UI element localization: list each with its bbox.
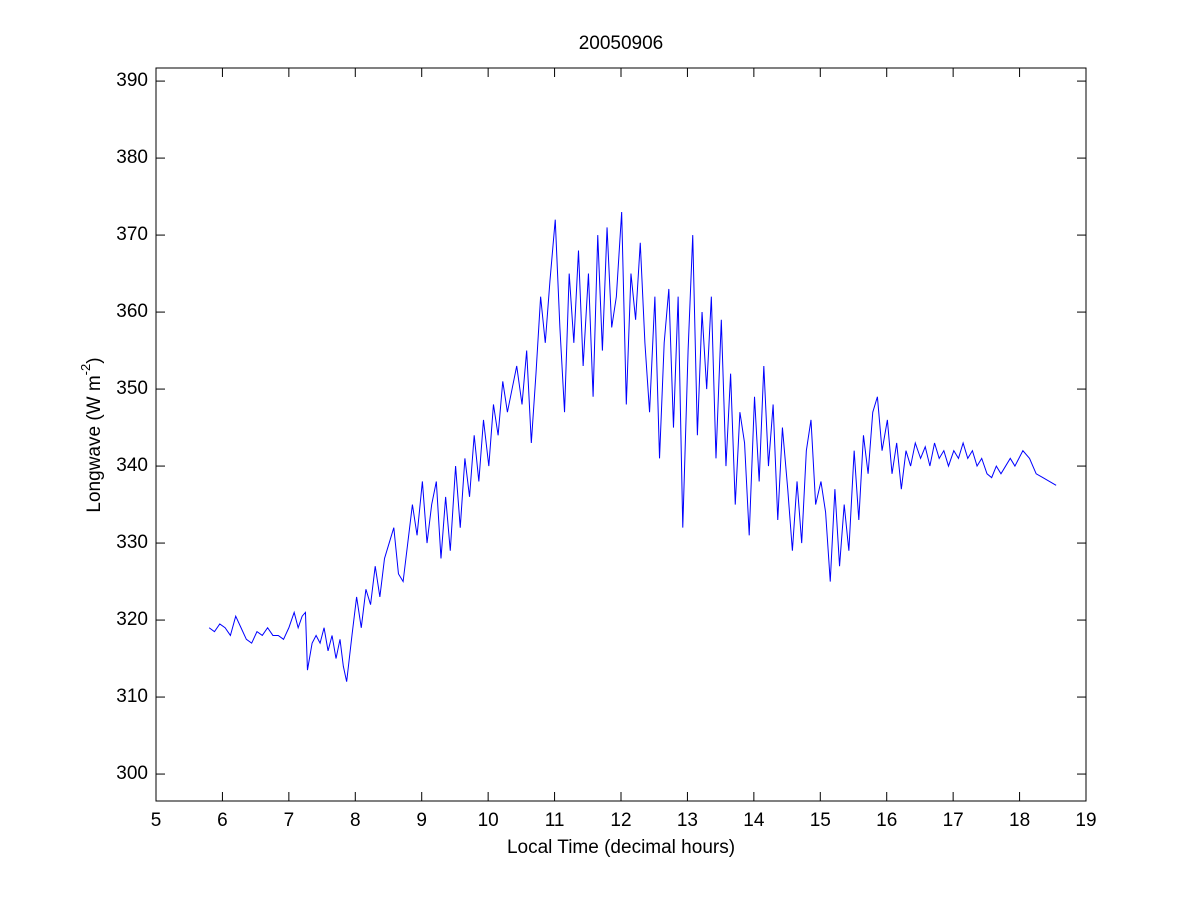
x-tick-label: 18 [1009, 810, 1030, 831]
y-tick-label: 330 [116, 532, 148, 553]
x-tick-label: 16 [876, 810, 897, 831]
y-tick-label: 370 [116, 224, 148, 245]
x-tick-label: 19 [1075, 810, 1096, 831]
y-tick-label: 380 [116, 147, 148, 168]
y-tick-label: 300 [116, 763, 148, 784]
y-label-text: Longwave (W m [84, 375, 105, 512]
x-tick-label: 7 [284, 810, 295, 831]
y-tick-label: 390 [116, 70, 148, 91]
y-tick-label: 350 [116, 378, 148, 399]
chart-title: 20050906 [579, 33, 664, 54]
y-axis-label: Longwave (W m-2) [78, 357, 105, 512]
x-tick-label: 12 [610, 810, 631, 831]
y-tick-label: 360 [116, 301, 148, 322]
x-axis-label: Local Time (decimal hours) [507, 837, 735, 858]
y-label-end: ) [84, 357, 105, 363]
x-tick-label: 6 [217, 810, 228, 831]
x-tick-label: 13 [677, 810, 698, 831]
x-tick-label: 10 [478, 810, 499, 831]
y-label-sup: -2 [78, 364, 93, 376]
y-tick-label: 340 [116, 455, 148, 476]
x-tick-label: 9 [416, 810, 427, 831]
y-tick-label: 310 [116, 686, 148, 707]
y-tick-label: 320 [116, 609, 148, 630]
x-tick-label: 11 [545, 810, 565, 831]
x-tick-label: 5 [151, 810, 162, 831]
x-tick-label: 15 [810, 810, 831, 831]
x-tick-label: 17 [943, 810, 964, 831]
x-tick-label: 8 [350, 810, 361, 831]
data-line [208, 211, 1057, 682]
x-tick-label: 14 [743, 810, 765, 831]
